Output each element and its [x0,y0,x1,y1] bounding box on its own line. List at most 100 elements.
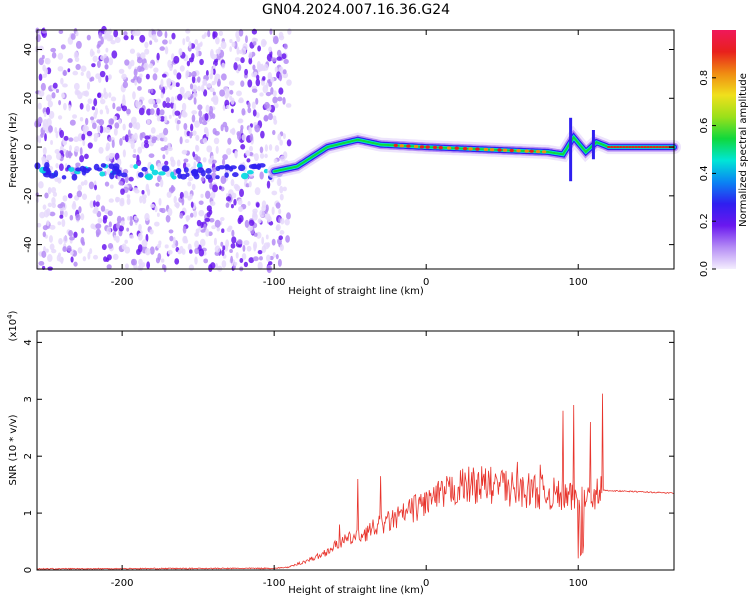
noise-speckle [169,235,174,242]
noise-speckle [43,111,47,118]
noise-speckle [133,148,137,154]
noise-band-blob [100,163,107,168]
noise-speckle [202,137,208,144]
noise-speckle [75,162,81,167]
noise-speckle [50,187,57,194]
noise-speckle [220,41,227,50]
noise-speckle [75,40,82,49]
noise-speckle [259,256,263,261]
noise-speckle [200,176,205,182]
noise-speckle [235,252,239,259]
noise-speckle [89,248,93,255]
noise-speckle [225,202,230,208]
noise-speckle [81,227,85,234]
noise-speckle [130,34,134,41]
noise-speckle [75,31,79,37]
noise-speckle [237,239,243,245]
noise-speckle [37,102,42,110]
noise-speckle [198,42,202,48]
noise-speckle [143,142,150,149]
noise-speckle [132,91,136,100]
noise-speckle [41,250,47,258]
noise-speckle [113,234,117,241]
noise-speckle [113,127,118,136]
noise-speckle [67,193,73,199]
noise-speckle [64,210,68,218]
noise-speckle [42,204,47,210]
noise-speckle [209,87,215,93]
signal-peak-blob [619,146,623,149]
noise-band-blob [141,166,148,172]
noise-speckle [191,84,198,93]
noise-band-blob [175,167,182,175]
noise-speckle [141,189,145,195]
noise-speckle [51,248,57,254]
noise-speckle [149,40,153,45]
noise-speckle [194,247,199,255]
noise-speckle [276,56,282,61]
noise-speckle [159,115,166,122]
noise-speckle [282,133,286,140]
noise-speckle [82,193,88,200]
colorbar-ticks: 0.0 0.2 0.4 0.6 0.8 [699,70,716,277]
noise-speckle [58,163,64,172]
noise-speckle [237,118,243,123]
noise-speckle [79,117,84,122]
noise-speckle [211,53,218,60]
noise-speckle [270,57,277,62]
y-tick-label: 0 [23,144,34,150]
noise-speckle [221,62,226,69]
signal-peak-blob [658,146,662,149]
noise-speckle [220,217,225,222]
noise-speckle [187,176,194,182]
noise-speckle [141,132,146,139]
noise-speckle [142,197,147,204]
noise-speckle [173,195,177,204]
noise-speckle [55,88,60,94]
noise-speckle [191,71,197,78]
x-tick-label: -200 [111,578,134,589]
noise-speckle [132,153,137,159]
noise-speckle [198,200,204,205]
noise-speckle [98,146,104,154]
noise-speckle [154,221,160,227]
noise-speckle [248,257,255,264]
noise-speckle [194,256,198,265]
signal-peak-blob [462,147,468,151]
noise-speckle [49,243,55,251]
noise-speckle [201,34,206,39]
noise-speckle [78,206,82,214]
noise-speckle [97,92,102,98]
noise-speckle [183,190,189,199]
noise-speckle [271,238,276,246]
noise-speckle [87,251,91,260]
noise-speckle [207,30,211,38]
signal-peak-blob [432,145,438,150]
noise-speckle [197,104,203,111]
noise-speckle [210,68,214,76]
snr-plot-area [37,331,674,570]
noise-band-blob [144,174,152,179]
noise-speckle [145,73,150,80]
noise-speckle [108,118,115,125]
noise-speckle [73,231,78,238]
noise-speckle [70,33,76,40]
noise-speckle [253,232,258,237]
noise-speckle [233,62,238,71]
noise-speckle [170,96,175,104]
noise-speckle [184,139,190,144]
noise-speckle [38,90,45,97]
noise-band-blob [224,164,230,169]
noise-speckle [206,205,212,212]
noise-speckle [80,71,84,76]
noise-speckle [199,58,204,66]
noise-speckle [114,122,120,129]
noise-speckle [47,100,53,108]
noise-speckle [160,92,164,99]
noise-speckle [111,50,118,59]
noise-speckle [173,69,178,76]
y-tick-label: 3 [23,396,34,402]
noise-speckle [45,94,52,102]
chart-title: GN04.2024.007.16.36.G24 [262,2,450,18]
